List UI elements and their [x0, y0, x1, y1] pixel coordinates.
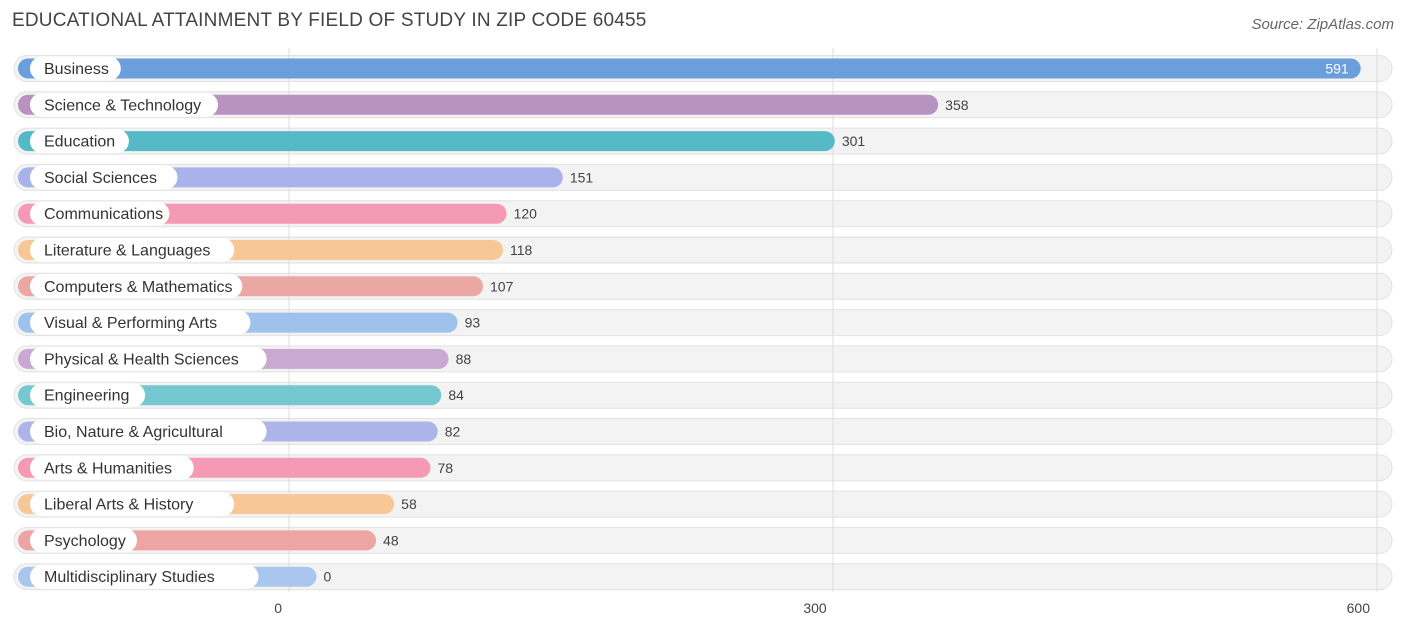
bar-value-label: 48 — [383, 532, 399, 548]
bar-row: Arts & Humanities 78 — [18, 455, 453, 480]
x-tick-label: 0 — [274, 600, 282, 616]
bar — [18, 58, 1361, 79]
bar — [18, 131, 835, 152]
bar-label-pill — [30, 419, 267, 444]
bar-row: Education 301 — [18, 129, 866, 154]
bar-label-pill — [30, 92, 218, 117]
bar-label-pill — [30, 455, 194, 480]
bar-value-label: 0 — [324, 569, 332, 585]
bar-label: Literature & Languages — [44, 243, 210, 260]
bar-label-pill — [30, 310, 251, 335]
bar-label: Bio, Nature & Agricultural — [44, 424, 223, 441]
bar-row: Computers & Mathematics 107 — [18, 274, 514, 299]
bar-row: Communications 120 — [18, 201, 538, 226]
bar-row: Physical & Health Sciences 88 — [18, 346, 472, 371]
bar-value-label: 82 — [445, 424, 461, 440]
bar-value-label: 358 — [945, 97, 969, 113]
bar-label-pill — [30, 383, 146, 408]
bar-value-label: 301 — [842, 133, 866, 149]
bar-value-label: 118 — [510, 242, 533, 258]
bar-label-pill — [30, 346, 267, 371]
bar-label-pill — [30, 165, 178, 190]
bar-row: Bio, Nature & Agricultural 82 — [18, 419, 461, 444]
bar-label-pill — [30, 274, 243, 299]
bar-row: Psychology 48 — [18, 528, 399, 553]
bar-value-label: 58 — [401, 496, 417, 512]
bar-label: Communications — [44, 206, 163, 223]
bar-row: Engineering 84 — [18, 383, 464, 408]
bar-label: Psychology — [44, 533, 126, 550]
chart-title: EDUCATIONAL ATTAINMENT BY FIELD OF STUDY… — [12, 10, 647, 31]
bar-label-pill — [30, 528, 137, 553]
bar-row: Literature & Languages 118 — [18, 238, 533, 262]
bar-label: Arts & Humanities — [44, 460, 172, 477]
bar-label-pill — [30, 492, 235, 517]
bar-value-label: 78 — [437, 460, 453, 476]
bar-label-pill — [30, 56, 121, 81]
bar-row: Multidisciplinary Studies 0 — [18, 564, 332, 589]
bar-row: Science & Technology 358 — [18, 92, 969, 117]
bar-value-label: 84 — [448, 387, 464, 403]
bar-label: Liberal Arts & History — [44, 497, 193, 514]
bar-value-label: 88 — [456, 351, 472, 367]
bar-label: Education — [44, 134, 115, 151]
bar-label-pill — [30, 201, 170, 226]
bar-value-label: 93 — [465, 315, 481, 331]
bar-label: Visual & Performing Arts — [44, 315, 217, 332]
bar-label: Business — [44, 61, 109, 78]
bar-value-label: 107 — [490, 278, 514, 294]
bar-label: Physical & Health Sciences — [44, 351, 239, 368]
row-track — [13, 563, 1393, 591]
chart-source: Source: ZipAtlas.com — [1251, 16, 1394, 33]
x-tick-label: 300 — [803, 600, 827, 616]
bar-label: Engineering — [44, 388, 129, 405]
bar-label: Science & Technology — [44, 97, 201, 114]
bar-label: Social Sciences — [44, 170, 157, 187]
bar-label: Computers & Mathematics — [44, 279, 233, 296]
bar-value-label: 151 — [570, 169, 594, 185]
bar — [18, 94, 939, 115]
bar-row: Social Sciences 151 — [18, 165, 594, 190]
bar-label-pill — [30, 238, 235, 262]
bars: Business 591 Science & Technology 358 Educat… — [18, 56, 1361, 589]
bar-value-label: 591 — [1325, 61, 1349, 77]
bar-value-label: 120 — [514, 206, 538, 222]
bar-row: Visual & Performing Arts 93 — [18, 310, 481, 335]
bar-row: Liberal Arts & History 58 — [18, 492, 417, 517]
bar-row: Business 591 — [18, 56, 1361, 81]
x-tick-label: 600 — [1347, 600, 1371, 616]
bar-label-pill — [30, 564, 259, 589]
bar-label-pill — [30, 129, 129, 154]
bar-label: Multidisciplinary Studies — [44, 569, 215, 586]
